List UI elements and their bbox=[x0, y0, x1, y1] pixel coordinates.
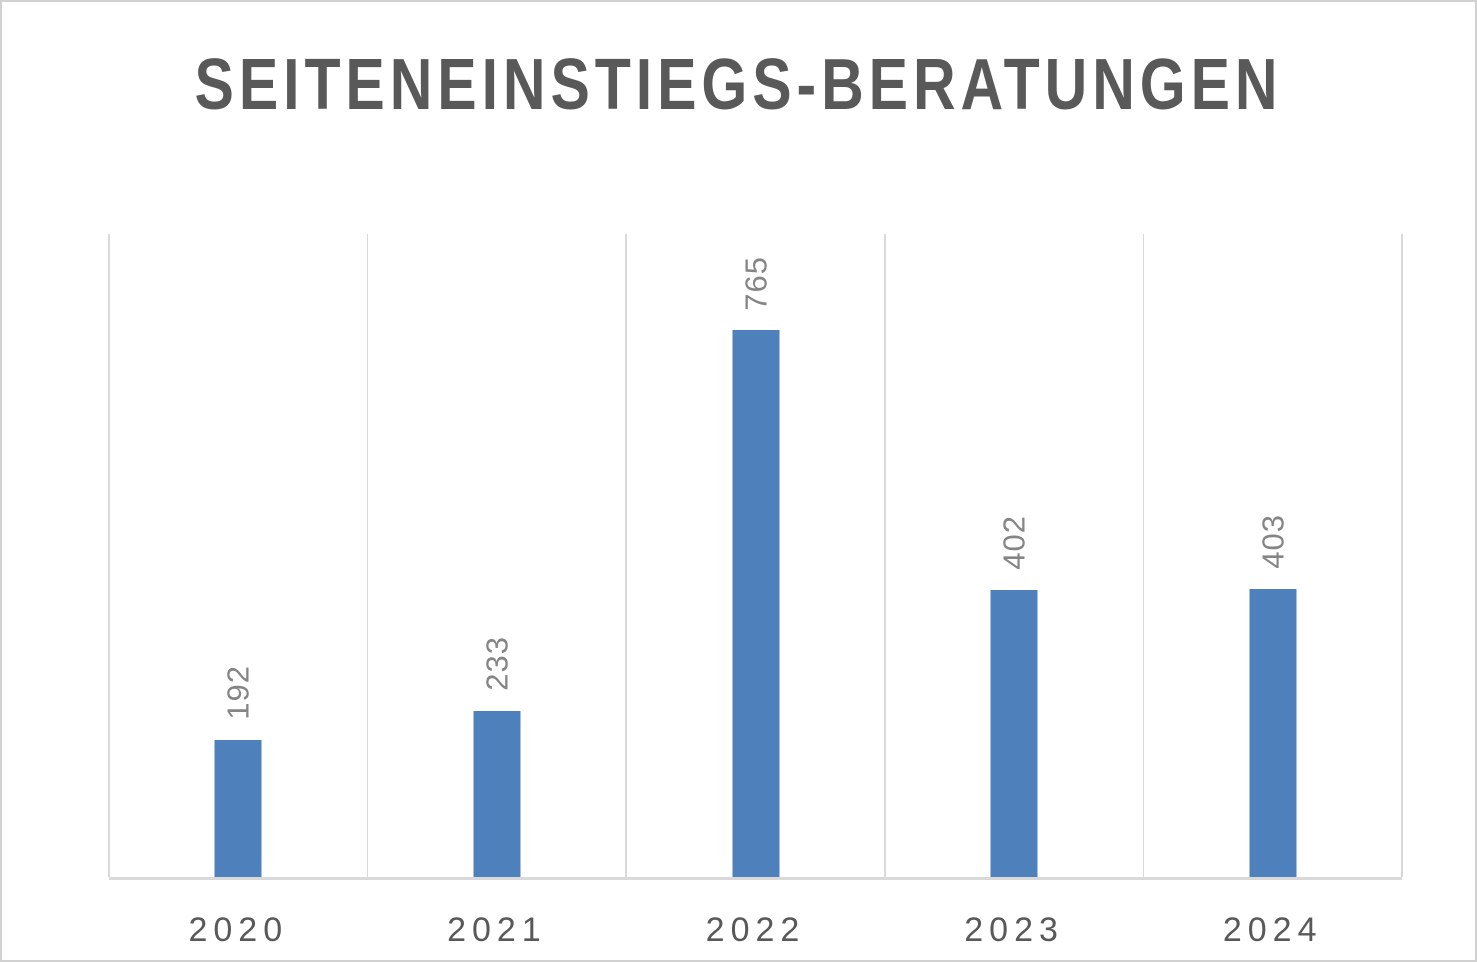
plot-area: 192 2020 233 2021 765 2022 402 2023 403 2024 bbox=[108, 234, 1403, 947]
category-label: 2023 bbox=[964, 911, 1064, 949]
gridline bbox=[108, 234, 110, 877]
category-label: 2022 bbox=[705, 911, 806, 949]
data-label: 233 bbox=[479, 635, 515, 691]
bar bbox=[473, 710, 521, 877]
gridline bbox=[1401, 234, 1403, 877]
chart-title: SEITENEINSTIEGS-BERATUNGEN bbox=[194, 45, 1283, 125]
data-label: 402 bbox=[996, 515, 1032, 570]
category-label: 2020 bbox=[188, 911, 289, 949]
bar bbox=[732, 330, 779, 877]
gridline bbox=[625, 234, 627, 877]
data-label: 765 bbox=[738, 255, 773, 311]
category-label: 2021 bbox=[447, 911, 547, 949]
gridline bbox=[1142, 234, 1145, 877]
bar bbox=[1249, 589, 1297, 877]
category-label: 2024 bbox=[1222, 911, 1323, 949]
gridline bbox=[884, 234, 886, 877]
bar bbox=[214, 739, 262, 877]
data-label: 403 bbox=[1255, 514, 1291, 570]
data-label: 192 bbox=[220, 665, 256, 720]
gridline bbox=[366, 234, 369, 877]
bar bbox=[990, 589, 1038, 877]
